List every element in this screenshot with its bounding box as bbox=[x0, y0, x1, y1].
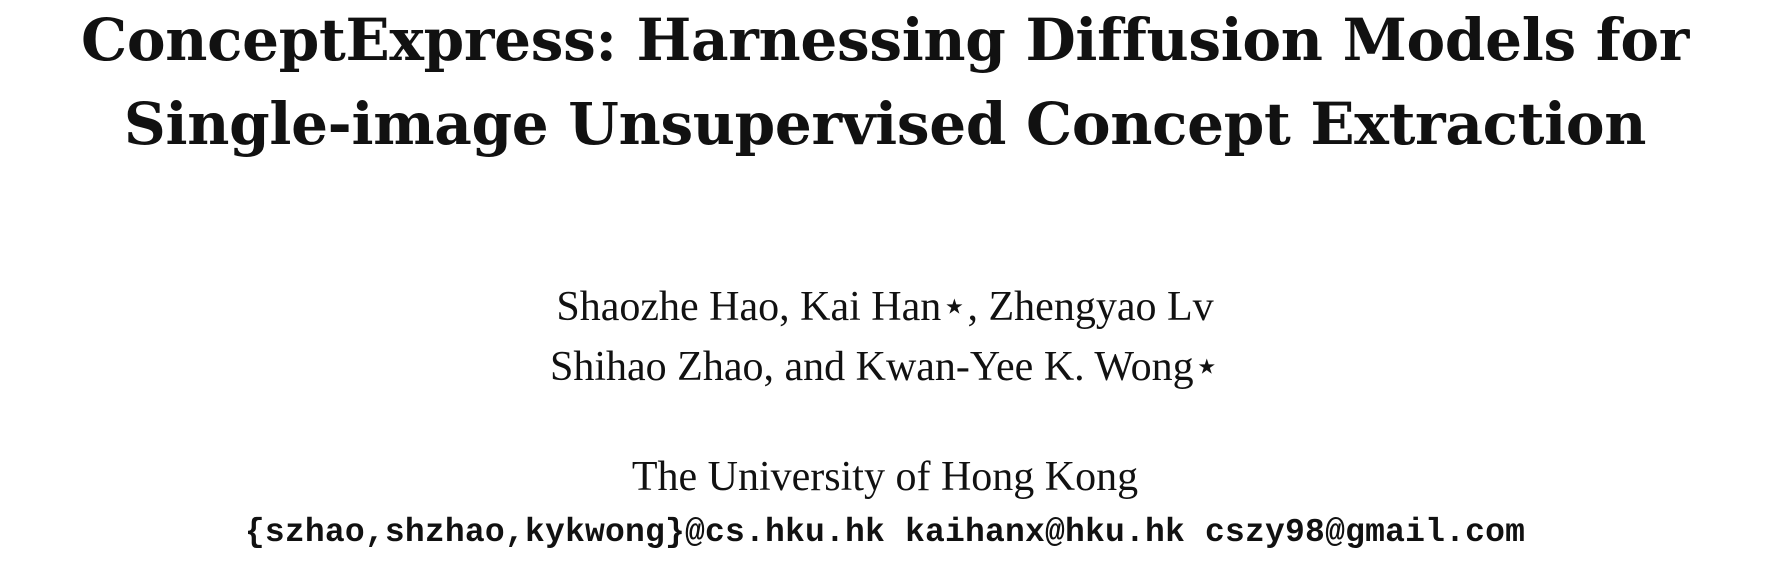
affiliation: The University of Hong Kong bbox=[631, 454, 1139, 500]
paper-title-line-1: ConceptExpress: Harnessing Diffusion Mod… bbox=[80, 6, 1689, 74]
contact-emails: {szhao,shzhao,kykwong}@cs.hku.hk kaihanx… bbox=[244, 514, 1526, 551]
author-list-line-2: Shihao Zhao, and Kwan-Yee K. Wong⋆ bbox=[550, 344, 1220, 390]
author-list-line-1: Shaozhe Hao, Kai Han⋆, Zhengyao Lv bbox=[556, 284, 1214, 330]
paper-title-line-2: Single-image Unsupervised Concept Extrac… bbox=[123, 90, 1647, 158]
